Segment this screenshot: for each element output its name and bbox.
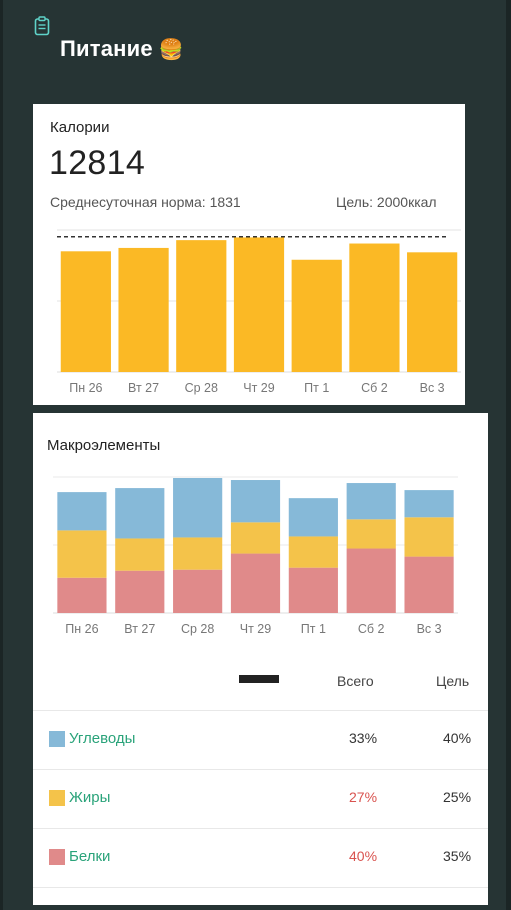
calorie-bar (118, 247, 169, 372)
x-tick-label: Сб 2 (358, 622, 385, 636)
x-tick-label: Пт 1 (301, 622, 326, 636)
page-title: Питание 🍔 (60, 36, 184, 62)
x-tick-label: Вс 3 (420, 381, 445, 395)
macro-bar-segment (57, 492, 107, 531)
right-edge (506, 0, 511, 910)
macro-bar-segment (404, 517, 454, 557)
table-bottom-border (33, 887, 488, 888)
macro-bar-segment (404, 490, 454, 518)
x-tick-label: Пт 1 (304, 381, 329, 395)
page-title-text: Питание (60, 36, 153, 61)
calorie-bar (407, 252, 458, 372)
protein-name: Белки (69, 848, 111, 865)
calories-goal: Цель: 2000ккал (336, 194, 437, 210)
protein-swatch (49, 849, 65, 865)
carbs-name: Углеводы (69, 730, 136, 747)
left-edge (0, 0, 3, 910)
protein-total: 40% (349, 848, 378, 864)
macro-bar-segment (173, 537, 223, 570)
calories-chart: Пн 26 Вт 27 Ср 28 Чт 29 Пт 1 Сб 2 Вс 3 (57, 229, 461, 395)
macro-bar-segment (230, 553, 281, 613)
x-tick-label: Вт 27 (128, 381, 159, 395)
macro-bar-segment (57, 530, 107, 578)
clipboard-icon (34, 16, 50, 36)
x-tick-label: Пн 26 (65, 622, 98, 636)
carbs-swatch (49, 731, 65, 747)
fats-name: Жиры (69, 789, 111, 806)
macro-bar-segment (115, 488, 165, 539)
x-tick-label: Чт 29 (243, 381, 274, 395)
fats-goal: 25% (443, 789, 472, 805)
legend-marker (239, 675, 279, 683)
calorie-bar (60, 251, 111, 372)
x-tick-label: Ср 28 (181, 622, 214, 636)
macro-row-protein[interactable]: Белки 40% 35% (33, 828, 488, 887)
macro-bar-segment (230, 480, 281, 523)
macro-bar-segment (346, 548, 396, 613)
macro-bar-segment (230, 522, 281, 554)
macros-card[interactable]: Макроэлементы Пн 26 Вт 27 Ср 28 Чт 29 Пт 1 Сб… (33, 413, 488, 905)
macros-label: Макроэлементы (47, 437, 161, 454)
fats-swatch (49, 790, 65, 806)
macro-bar-segment (173, 569, 223, 613)
macro-bar-segment (115, 570, 165, 613)
fats-total: 27% (349, 789, 378, 805)
macros-chart: Пн 26 Вт 27 Ср 28 Чт 29 Пт 1 Сб 2 Вс 3 (53, 476, 458, 636)
calorie-bar (176, 240, 227, 372)
macro-row-carbs[interactable]: Углеводы 33% 40% (33, 710, 488, 769)
macro-bar-segment (404, 556, 454, 613)
macro-bar-segment (115, 538, 165, 571)
col-total-header: Всего (337, 673, 374, 689)
macro-bar-segment (346, 483, 396, 520)
calorie-bar (291, 259, 342, 372)
x-tick-label: Вт 27 (124, 622, 155, 636)
x-tick-label: Ср 28 (185, 381, 218, 395)
calories-total: 12814 (49, 144, 146, 182)
x-tick-label: Пн 26 (69, 381, 102, 395)
x-tick-label: Чт 29 (240, 622, 271, 636)
macro-bar-segment (173, 478, 223, 538)
protein-goal: 35% (443, 848, 472, 864)
calories-average: Среднесуточная норма: 1831 (50, 194, 241, 210)
carbs-total: 33% (349, 730, 378, 746)
macro-bar-segment (288, 567, 338, 613)
macro-row-fats[interactable]: Жиры 27% 25% (33, 769, 488, 828)
col-goal-header: Цель (436, 673, 470, 689)
calorie-bar (233, 237, 285, 372)
burger-icon: 🍔 (158, 39, 184, 61)
carbs-goal: 40% (443, 730, 472, 746)
calories-card[interactable]: Калории 12814 Среднесуточная норма: 1831… (33, 104, 465, 405)
macro-bar-segment (288, 498, 338, 537)
macro-bar-segment (57, 577, 107, 613)
macro-bar-segment (288, 536, 338, 568)
x-tick-label: Вс 3 (417, 622, 442, 636)
x-tick-label: Сб 2 (361, 381, 388, 395)
section-header: Питание 🍔 (33, 14, 473, 74)
macro-bar-segment (346, 519, 396, 549)
calories-label: Калории (50, 119, 110, 136)
calorie-bar (349, 243, 400, 372)
